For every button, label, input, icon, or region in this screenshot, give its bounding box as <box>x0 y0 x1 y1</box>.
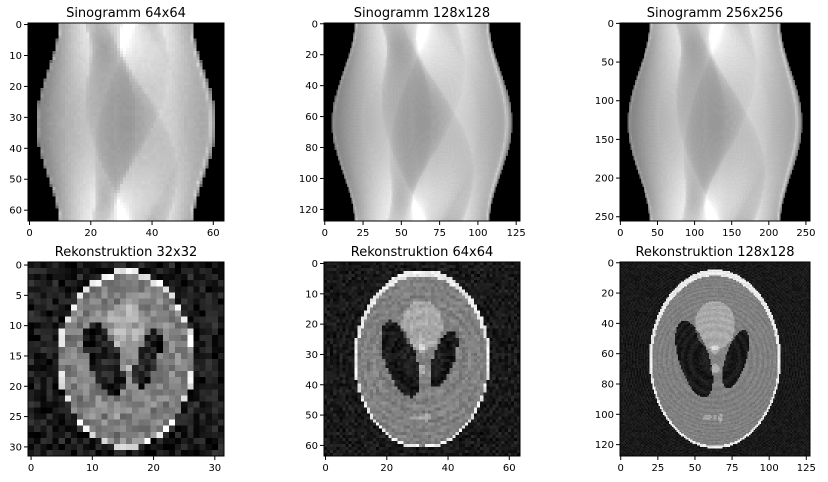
y-tick-label: 40 <box>601 319 614 330</box>
subplot-title: Rekonstruktion 128x128 <box>635 245 794 260</box>
y-tick-label: 30 <box>9 113 22 124</box>
y-tick-label: 0 <box>312 259 318 270</box>
y-tick-label: 250 <box>595 212 614 223</box>
y-tick-label: 20 <box>9 82 22 93</box>
x-tick-label: 50 <box>689 463 702 474</box>
x-tick-label: 150 <box>722 228 741 239</box>
y-tick-label: 0 <box>608 258 614 269</box>
y-tick-label: 10 <box>9 321 22 332</box>
x-tick-label: 0 <box>28 463 34 474</box>
x-tick-label: 25 <box>651 463 664 474</box>
y-tick-label: 40 <box>9 144 22 155</box>
x-tick-label: 50 <box>395 228 408 239</box>
x-tick-label: 75 <box>726 463 739 474</box>
y-tick-label: 30 <box>305 350 318 361</box>
y-tick-label: 50 <box>305 411 318 422</box>
y-tick-label: 60 <box>601 349 614 360</box>
x-tick-label: 60 <box>503 463 516 474</box>
x-tick-label: 50 <box>651 228 664 239</box>
y-tick-label: 80 <box>601 380 614 391</box>
x-tick-label: 60 <box>207 228 220 239</box>
y-tick-label: 60 <box>9 206 22 217</box>
subplot-reconstruction-64: Rekonstruktion 64x64 0 20 40 60 0 10 20 30 40 50 60 <box>305 245 521 474</box>
y-tick-label: 100 <box>595 410 614 421</box>
x-tick-label: 125 <box>797 463 816 474</box>
axes-frame <box>27 261 225 457</box>
y-tick-label: 20 <box>9 382 22 393</box>
x-tick-label: 100 <box>468 228 487 239</box>
y-tick-label: 20 <box>601 289 614 300</box>
x-tick-label: 100 <box>760 463 779 474</box>
x-tick-label: 0 <box>322 228 328 239</box>
y-tick-label: 150 <box>595 135 614 146</box>
subplot-reconstruction-32: Rekonstruktion 32x32 0 10 20 30 0 5 10 15 20 25 30 <box>9 245 225 474</box>
y-tick-label: 15 <box>9 351 22 362</box>
heatmap-image <box>324 262 520 456</box>
heatmap-image <box>324 23 520 221</box>
y-tick-label: 60 <box>305 112 318 123</box>
x-tick-label: 0 <box>322 463 328 474</box>
y-tick-label: 80 <box>305 143 318 154</box>
x-tick-label: 20 <box>380 463 393 474</box>
y-tick-label: 30 <box>9 442 22 453</box>
x-tick-label: 0 <box>617 228 623 239</box>
y-tick-label: 25 <box>9 412 22 423</box>
heatmap-image <box>620 23 810 221</box>
x-tick-label: 20 <box>84 228 97 239</box>
subplot-title: Rekonstruktion 32x32 <box>55 245 198 260</box>
y-tick-label: 5 <box>16 291 22 302</box>
x-tick-label: 0 <box>618 463 624 474</box>
y-tick-label: 200 <box>595 174 614 185</box>
x-tick-label: 75 <box>433 228 446 239</box>
y-tick-label: 40 <box>305 380 318 391</box>
subplot-title: Rekonstruktion 64x64 <box>351 245 494 260</box>
y-tick-label: 0 <box>16 261 22 272</box>
axes-frame <box>323 261 521 457</box>
x-tick-label: 200 <box>759 228 778 239</box>
y-tick-label: 0 <box>608 19 614 30</box>
y-tick-label: 20 <box>305 320 318 331</box>
y-tick-label: 10 <box>305 289 318 300</box>
axes-frame <box>27 22 225 222</box>
y-tick-label: 100 <box>595 96 614 107</box>
subplot-reconstruction-128: Rekonstruktion 128x128 0 25 50 75 100 125 0 20 40… <box>595 245 816 474</box>
heatmap-image <box>28 262 224 456</box>
subplot-title: Sinogramm 128x128 <box>354 6 490 21</box>
x-tick-label: 100 <box>685 228 704 239</box>
y-tick-label: 120 <box>299 205 318 216</box>
subplot-title: Sinogramm 256x256 <box>647 6 783 21</box>
heatmap-image <box>620 262 810 456</box>
y-tick-label: 50 <box>601 58 614 69</box>
y-tick-label: 0 <box>16 20 22 31</box>
subplot-sinogram-128: Sinogramm 128x128 0 25 50 75 100 125 0 20 40 60 80 1… <box>299 6 526 239</box>
axes-frame <box>619 261 811 457</box>
axes-frame <box>323 22 521 222</box>
y-tick-label: 20 <box>305 50 318 61</box>
x-tick-label: 40 <box>442 463 455 474</box>
y-tick-label: 40 <box>305 81 318 92</box>
x-tick-label: 250 <box>796 228 815 239</box>
x-tick-label: 20 <box>147 463 160 474</box>
x-tick-label: 0 <box>26 228 32 239</box>
y-tick-label: 100 <box>299 174 318 185</box>
x-tick-label: 40 <box>146 228 159 239</box>
x-tick-label: 25 <box>357 228 370 239</box>
y-tick-label: 50 <box>9 175 22 186</box>
axes-frame <box>619 22 811 222</box>
x-tick-label: 125 <box>507 228 526 239</box>
y-tick-label: 10 <box>9 51 22 62</box>
x-tick-label: 10 <box>86 463 99 474</box>
y-tick-label: 0 <box>312 19 318 30</box>
subplot-sinogram-64: Sinogramm 64x64 0 20 40 60 0 10 20 30 40 50 60 <box>9 6 225 239</box>
y-tick-label: 60 <box>305 441 318 452</box>
subplot-title: Sinogramm 64x64 <box>66 6 186 21</box>
heatmap-image <box>28 23 224 221</box>
y-tick-label: 120 <box>595 440 614 451</box>
x-tick-label: 30 <box>208 463 221 474</box>
